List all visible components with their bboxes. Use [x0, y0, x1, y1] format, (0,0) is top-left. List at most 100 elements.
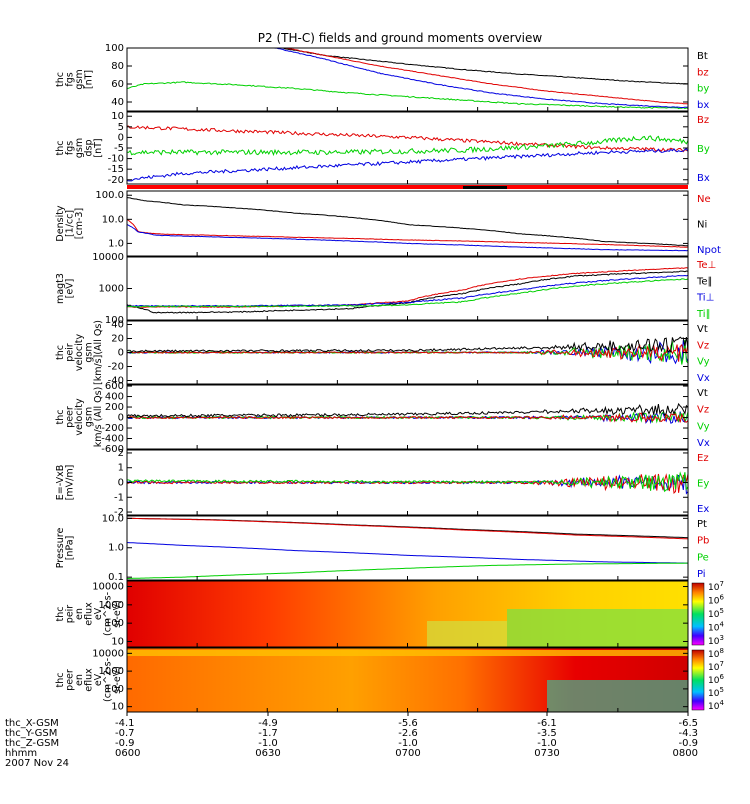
series-line-vy: [127, 340, 688, 365]
legend-entry-bz: Bz: [697, 115, 709, 126]
spectrogram-transition: [427, 621, 507, 647]
series-line-ey: [127, 471, 688, 493]
panel-4: 100 1000 10000 magt3[eV] Te⊥ Te∥ Ti⊥ Ti∥: [55, 252, 716, 326]
legend-entry-te∥: Te∥: [696, 276, 713, 287]
colorbar-tick-label: 105: [708, 686, 724, 699]
y-axis-label: thcpeerenefluxeV(cm^2-s-sr-eV): [55, 658, 123, 702]
y-axis-label: thcpeervelocitygsmkm/s (All Qs): [55, 387, 104, 448]
legend-entry-bt: Bt: [697, 51, 708, 62]
legend-entry-ex: Ex: [697, 504, 709, 515]
colorbar-tick-label: 103: [708, 634, 724, 647]
y-axis-label: Density[1/cc][cm-3]: [55, 205, 85, 241]
legend-entry-vy: Vy: [697, 421, 710, 432]
y-tick-label: -5: [114, 143, 124, 154]
colorbar-tick-label: 104: [708, 699, 724, 712]
panel-frame: [126, 190, 689, 257]
legend-entry-ti⊥: Ti⊥: [696, 293, 714, 304]
y-tick-label: 10.0: [102, 214, 124, 225]
legend-entry-bx: bx: [697, 100, 709, 111]
y-tick-label: 1: [118, 463, 124, 474]
legend-entry-npot: Npot: [697, 245, 721, 256]
series-line-npot: [127, 224, 688, 252]
y-tick-label: 1.0: [108, 543, 124, 554]
colorbar-tick-label: 108: [708, 647, 724, 660]
y-axis-label: thcpeirvelocitygsm[km/s](All Qs): [55, 320, 104, 385]
footer-value: 0730: [534, 748, 559, 759]
y-tick-label: 100: [105, 315, 124, 326]
y-tick-label: 60: [111, 79, 124, 90]
y-tick-label: 10: [111, 111, 124, 122]
panel-1: 40 60 80 100 thcfgsgsm[nT] Bt bz by bx: [55, 43, 709, 112]
legend-entry-ti∥: Ti∥: [696, 309, 711, 320]
series-line-pb: [127, 517, 688, 540]
y-tick-label: -200: [101, 423, 124, 434]
footer-value: -4.9: [258, 718, 278, 729]
series-line-vz: [127, 412, 688, 423]
panel-7: -2 -1 0 1 2 E=-VxB[mV/m] Ez Ey Ex: [55, 448, 709, 518]
legend-entry-vz: Vz: [697, 405, 709, 416]
series-line-bz: [282, 48, 688, 105]
y-tick-label: -2: [114, 507, 124, 518]
y-tick-label: 10: [111, 636, 124, 647]
footer-value: -6.5: [678, 718, 698, 729]
footer-value: 0700: [395, 748, 420, 759]
footer-date: 2007 Nov 24: [5, 758, 69, 769]
footer-value: -0.9: [678, 738, 698, 749]
legend-entry-te⊥: Te⊥: [696, 260, 716, 271]
footer-value: -1.0: [258, 738, 278, 749]
footer-value: 0630: [255, 748, 280, 759]
footer-row-label: thc_Y-GSM: [5, 728, 57, 739]
series-line-ni: [127, 197, 688, 247]
y-tick-label: 1.0: [108, 238, 124, 249]
y-axis-label: thcfgsgsmdsp[nT]: [55, 138, 104, 158]
series-line-te⊥: [127, 267, 688, 308]
y-tick-label: 10000: [92, 648, 124, 659]
series-line-ti⊥: [127, 274, 688, 307]
y-tick-label: 10: [111, 702, 124, 713]
series-line-bx: [272, 48, 688, 108]
y-tick-label: -20: [108, 175, 124, 186]
plot-title: P2 (TH-C) fields and ground moments over…: [258, 31, 543, 45]
y-tick-label: 400: [105, 392, 124, 403]
y-axis-label: thcfgsgsm[nT]: [55, 69, 95, 89]
y-axis-label: Pressure[nPa]: [55, 528, 76, 569]
y-tick-label: -20: [108, 362, 124, 373]
legend-entry-vx: Vx: [697, 373, 710, 384]
series-line-pi: [127, 542, 688, 564]
footer-value: -1.0: [537, 738, 557, 749]
series-line-vz: [127, 343, 688, 362]
footer-value: -2.6: [398, 728, 418, 739]
panel-frame: [126, 256, 689, 321]
footer-value: -1.0: [398, 738, 418, 749]
legend-entry-vz: Vz: [697, 340, 709, 351]
spectrogram-low-energy: [507, 609, 688, 647]
legend-entry-pt: Pt: [697, 519, 707, 530]
series-line-ti∥: [127, 278, 688, 308]
footer-value: -6.1: [537, 718, 557, 729]
footer-value: -4.3: [678, 728, 698, 739]
y-tick-label: -400: [101, 434, 124, 445]
legend-entry-bx: Bx: [697, 173, 710, 184]
colorbar-tick-label: 105: [708, 607, 724, 620]
y-axis-label: E=-VxB[mV/m]: [55, 465, 76, 501]
footer-value: 0600: [115, 748, 140, 759]
legend-entry-vt: Vt: [697, 388, 708, 399]
legend-entry-ey: Ey: [697, 479, 709, 490]
y-tick-label: 1000: [99, 666, 124, 677]
y-tick-label: 100: [105, 684, 124, 695]
legend-entry-ez: Ez: [697, 453, 709, 464]
footer-value: -0.9: [115, 738, 135, 749]
legend-entry-by: By: [697, 144, 710, 155]
y-tick-label: 200: [105, 402, 124, 413]
y-tick-label: -10: [108, 154, 124, 165]
series-line-ez: [127, 473, 688, 494]
y-tick-label: -600: [101, 444, 124, 455]
legend-entry-ni: Ni: [697, 220, 707, 231]
footer-value: -3.5: [537, 728, 557, 739]
y-tick-label: 100: [105, 43, 124, 54]
y-tick-label: 5: [118, 122, 124, 133]
y-tick-label: 2: [118, 448, 124, 459]
